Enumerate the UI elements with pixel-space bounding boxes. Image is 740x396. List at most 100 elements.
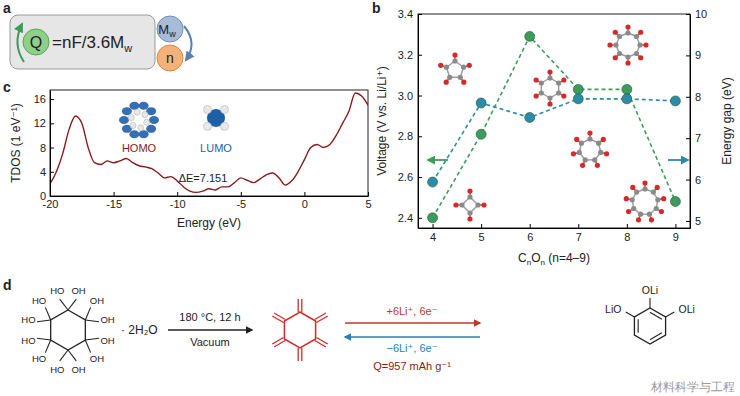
oxygen (649, 217, 654, 222)
bond (649, 298, 650, 308)
x-axis-tick-mark (241, 192, 242, 196)
substituent: HO (50, 285, 64, 296)
y-axis-tick: 3.0 (398, 90, 422, 102)
y2-axis-tick: 7 (686, 132, 701, 144)
oxygen (655, 185, 660, 190)
substituent: HO (32, 295, 46, 306)
series-point (476, 129, 486, 139)
y-axis-tick-label: 12 (34, 117, 46, 129)
carbon (631, 206, 636, 211)
axis-arrow (428, 159, 448, 161)
substituent: OH (90, 295, 104, 306)
y-axis-tick-mark (418, 136, 422, 137)
carbon (539, 80, 544, 85)
oxygen (601, 137, 606, 142)
carbon (647, 212, 652, 217)
series-point (428, 213, 438, 223)
plot-frame (50, 90, 368, 196)
mass-main: M (158, 22, 169, 37)
homo-icon (119, 102, 159, 139)
substituent: OH (71, 364, 85, 375)
y2-axis-tick-label: 5 (695, 215, 701, 227)
carbon (452, 58, 457, 63)
bond (85, 338, 99, 340)
y-axis-tick: 16 (34, 93, 54, 105)
y2-axis-title: Energy gap (eV) (720, 77, 734, 164)
condition: 180 °C, 12 h (179, 311, 240, 323)
y2-axis-tick: 10 (686, 8, 707, 20)
x-axis-title-part: O (531, 251, 540, 265)
product-ring (634, 308, 665, 344)
y2-axis-tick: 8 (686, 91, 701, 103)
substituent: HO (32, 353, 46, 364)
series-point (476, 98, 486, 108)
forward-arrow (345, 322, 480, 324)
x-axis-tick: 0 (302, 192, 308, 210)
oxygen (534, 77, 539, 82)
carbon (556, 90, 561, 95)
bond (60, 299, 68, 310)
oxygen (638, 30, 643, 35)
formula: =nF/3.6Mw (52, 33, 132, 54)
bond (45, 340, 50, 353)
x-axis-title-part: (n=4–9) (545, 251, 590, 265)
substituent: HO (21, 335, 35, 346)
atom (128, 115, 134, 121)
y-axis-tick-mark (50, 123, 54, 124)
arrow-q (17, 24, 24, 62)
capacity-label: Q=957 mAh g⁻¹ (373, 360, 451, 372)
x-axis-line (419, 228, 691, 229)
carbon (613, 42, 618, 47)
formula-sub: w (123, 42, 132, 54)
y-axis-tick-mark (418, 177, 422, 178)
oxygen (595, 163, 600, 168)
y2-axis-tick-mark (686, 138, 690, 139)
bond (68, 350, 76, 361)
x-axis-tick-label: 4 (430, 231, 436, 243)
carbon (556, 80, 561, 85)
tdos-line (50, 93, 368, 192)
y-axis-tick-label: 3.2 (398, 49, 413, 61)
oxygen (613, 55, 618, 60)
y-axis-tick: 2.6 (398, 171, 422, 183)
molecule-icon (438, 52, 472, 84)
oxygen (467, 216, 472, 221)
y-axis-tick: 12 (34, 117, 54, 129)
orbital-lobe (119, 116, 129, 124)
series-point (670, 197, 680, 207)
y-axis-tick-mark (418, 55, 422, 56)
plot-b-data (428, 31, 681, 222)
oxygen (453, 202, 458, 207)
carbonyl-bond (301, 348, 302, 361)
bond (626, 312, 635, 317)
molecule-icon (624, 180, 667, 222)
x-axis-tick-label: 7 (576, 231, 582, 243)
panel-b: b4567892.42.62.83.03.23.45678910Voltage … (372, 0, 734, 267)
carbonyl-bond (272, 337, 283, 344)
y-axis-tick: 8 (40, 142, 54, 154)
axis-arrow (668, 159, 688, 161)
carbon (617, 51, 622, 56)
oxygen (438, 63, 443, 68)
carbon (547, 95, 552, 100)
y-axis-tick-mark (418, 218, 422, 219)
carbon (625, 30, 630, 35)
y-axis-tick-mark (50, 148, 54, 149)
orbital-lobe (139, 102, 149, 110)
hydrate: · 2H₂O (121, 323, 158, 337)
y2-axis-tick-mark (686, 221, 690, 222)
y2-axis-tick: 6 (686, 174, 701, 186)
x-axis-tick-label: 5 (479, 231, 485, 243)
x-axis-title-part: C (518, 251, 527, 265)
y-axis-tick-mark (50, 172, 54, 173)
oxygen (626, 209, 631, 214)
x-axis-tick: -5 (236, 192, 246, 210)
x-axis-tick: 6 (527, 224, 533, 243)
x-axis-tick-mark (481, 224, 482, 228)
carbon (577, 150, 582, 155)
x-axis-tick-label: 5 (365, 198, 371, 210)
atom (204, 122, 212, 130)
lumo-icon (204, 106, 229, 131)
series-point (622, 84, 632, 94)
reactant-ring (51, 310, 86, 350)
